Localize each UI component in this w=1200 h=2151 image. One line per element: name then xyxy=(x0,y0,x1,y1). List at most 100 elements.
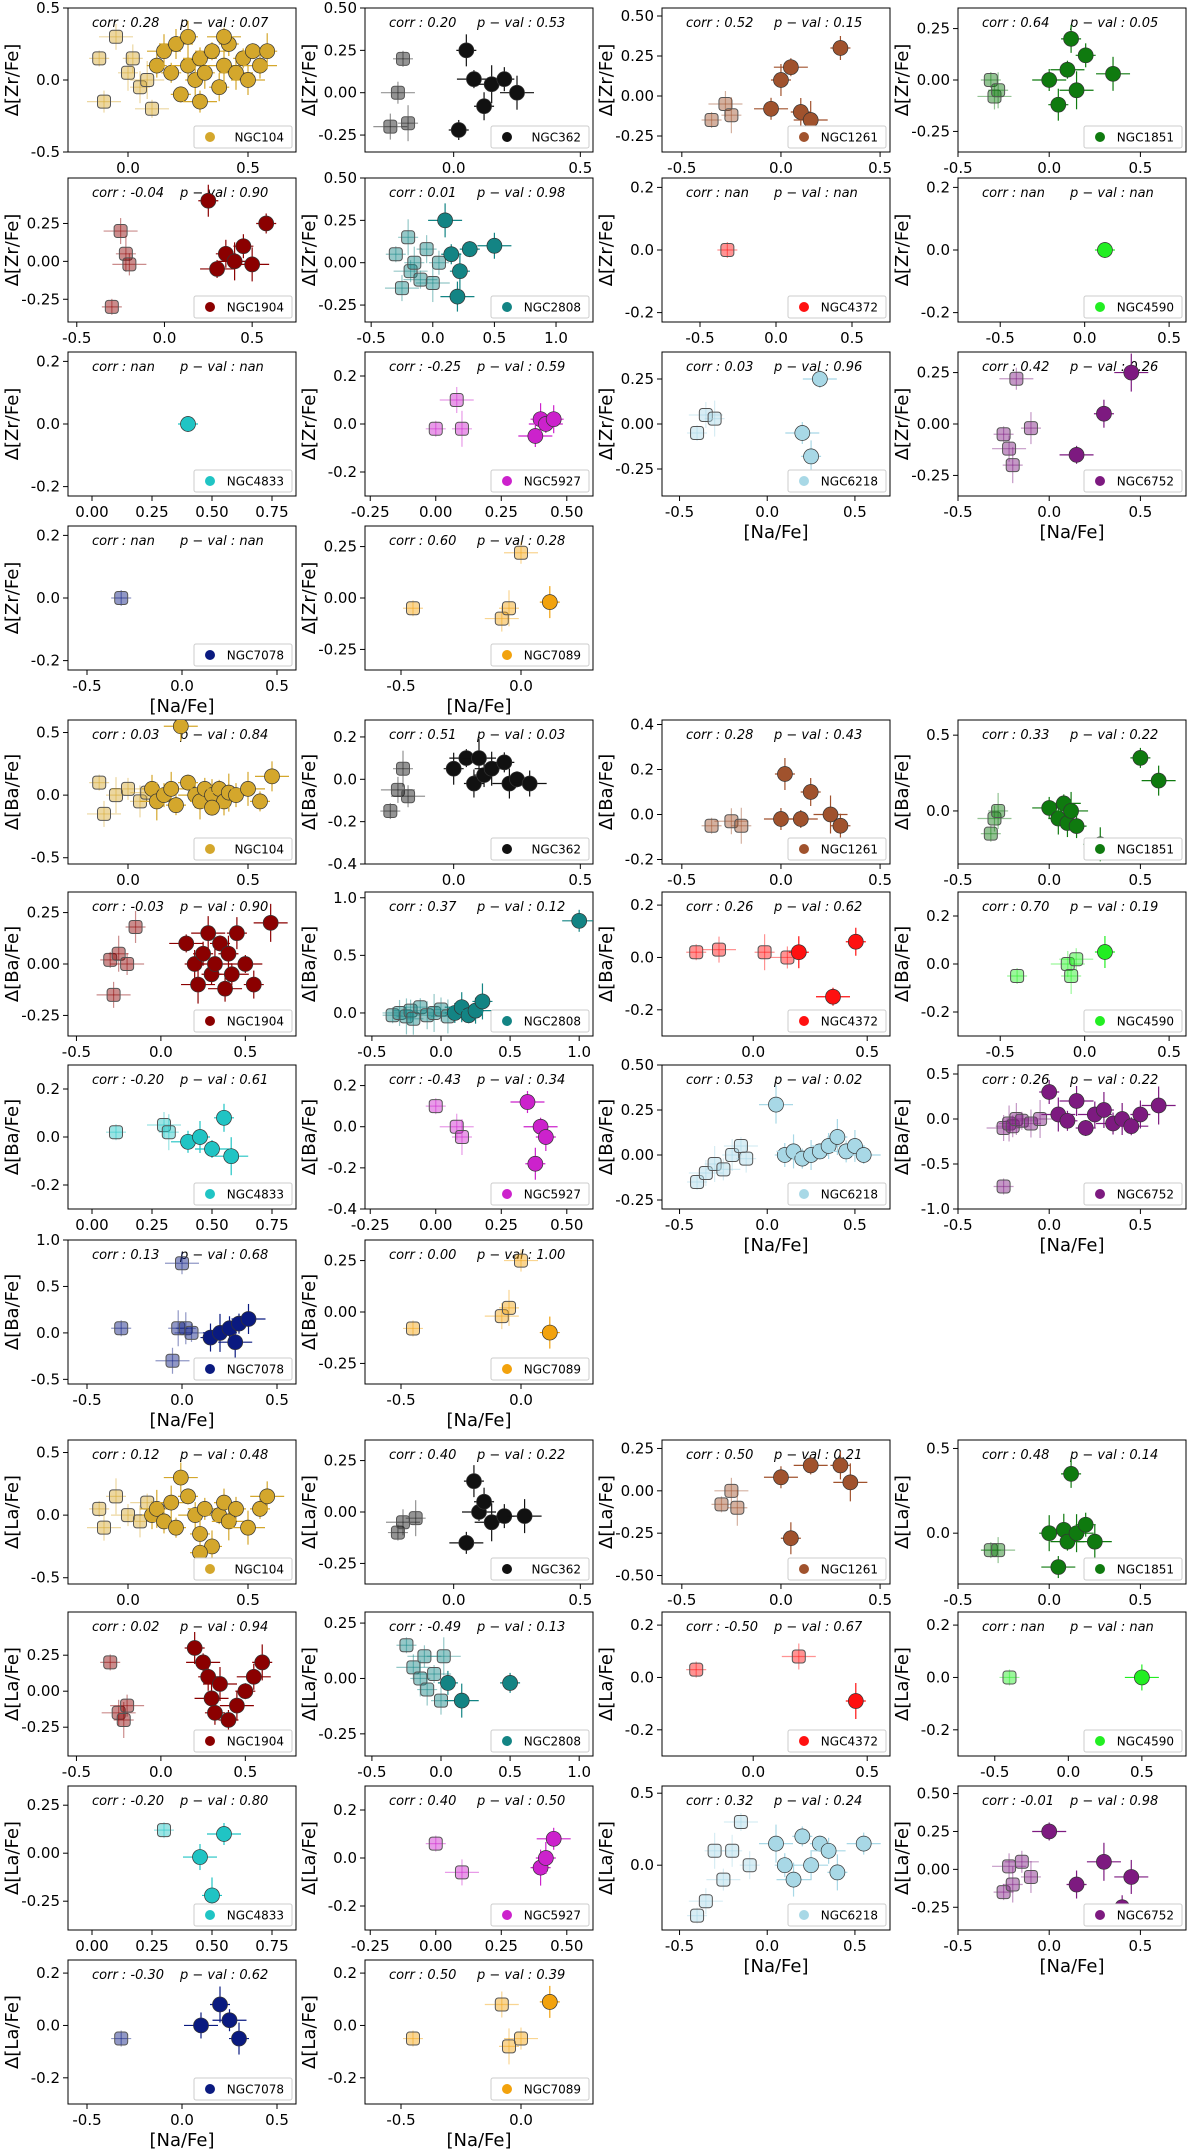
x-tick-label: 0.25 xyxy=(485,503,518,521)
y-axis-label: Δ[Ba/Fe] xyxy=(299,1274,320,1350)
legend-marker xyxy=(205,1910,215,1920)
data-point-second-generation xyxy=(825,988,841,1005)
y-tick-label: 0.00 xyxy=(917,1860,950,1878)
legend-label: NGC5927 xyxy=(524,475,581,489)
legend-label: NGC362 xyxy=(531,843,581,857)
data-point-second-generation xyxy=(1068,818,1085,834)
legend-marker xyxy=(205,650,215,660)
x-tick-label: 0.0 xyxy=(116,871,140,889)
data-point-second-generation xyxy=(168,797,184,813)
y-tick-label: 0.0 xyxy=(333,770,357,788)
y-tick-label: -1.0 xyxy=(921,1200,950,1218)
corr-annotation: corr : 0.26 xyxy=(982,1073,1049,1088)
x-tick-label: -0.5 xyxy=(386,1391,415,1409)
data-point-first-generation xyxy=(690,426,705,440)
panel-zr-ngc6218: -0.5 0.0 0.5 -0.25 0.00 0.25Δ[Zr/Fe] [Na/Fe] co… xyxy=(596,351,891,543)
data-point-second-generation xyxy=(803,448,819,465)
legend-box xyxy=(490,2077,590,2101)
y-tick-label: 0.25 xyxy=(324,1614,357,1632)
data-point-first-generation xyxy=(104,299,119,314)
y-tick-label: -0.25 xyxy=(318,296,357,314)
y-axis-label: Δ[Zr/Fe] xyxy=(596,214,617,287)
x-tick-label: 0.0 xyxy=(429,1763,453,1781)
pval-annotation: p − val : 0.02 xyxy=(773,1073,862,1088)
panel-zr-ngc5927: -0.25 0.00 0.25 0.50 -0.2 0.0 0.2 Δ[Zr/Fe] corr … xyxy=(299,351,594,521)
legend-label: NGC6752 xyxy=(1117,1188,1174,1202)
data-point-first-generation xyxy=(399,1638,414,1653)
y-tick-label: 0.0 xyxy=(36,1506,60,1524)
data-point-second-generation xyxy=(476,1493,492,1510)
y-tick-label: -0.25 xyxy=(318,1554,357,1572)
legend-marker xyxy=(205,844,215,854)
y-tick-label: 0.50 xyxy=(324,0,357,17)
x-tick-label: 0.5 xyxy=(868,1591,892,1609)
y-axis-label: Δ[Ba/Fe] xyxy=(2,1274,23,1350)
x-tick-label: -0.5 xyxy=(386,2111,415,2129)
data-point-first-generation xyxy=(406,601,420,616)
panel-zr-ngc104: 0.0 0.5 -0.5 0.0 0.5 Δ[Zr/Fe] corr : 0.28 p − v… xyxy=(2,0,297,177)
y-tick-label: 0.25 xyxy=(324,1252,357,1270)
legend-box xyxy=(787,469,887,493)
data-point-first-generation xyxy=(109,1489,123,1504)
data-point-second-generation xyxy=(832,40,849,56)
x-tick-label: 0.00 xyxy=(419,1937,452,1955)
legend-marker xyxy=(502,1016,512,1026)
pval-annotation: p − val : 0.13 xyxy=(476,1620,565,1635)
x-tick-label: -0.5 xyxy=(72,2111,101,2129)
plot-frame xyxy=(957,891,1187,1037)
data-point-first-generation xyxy=(420,1682,435,1697)
panel-la-ngc1261: -0.5 0.0 0.5 -0.50 -0.25 0.00 0.25Δ[La/Fe] corr… xyxy=(596,1439,892,1609)
x-tick-label: 0.0 xyxy=(153,329,177,347)
data-point-second-generation xyxy=(541,1324,558,1341)
data-point-second-generation xyxy=(509,84,525,101)
y-axis-label: Δ[Zr/Fe] xyxy=(892,388,913,461)
data-point-first-generation xyxy=(730,1500,745,1515)
panel-zr-ngc4372: -0.5 0.0 0.5 -0.2 0.0 0.2 Δ[Zr/Fe] corr : nan p … xyxy=(596,177,891,347)
data-point-first-generation xyxy=(120,957,135,971)
data-point-second-generation xyxy=(483,1514,500,1531)
data-point-second-generation xyxy=(172,86,189,103)
panel-la-ngc5927: -0.25 0.00 0.25 0.50 -0.2 0.0 0.2 Δ[La/Fe] corr … xyxy=(299,1785,594,1955)
data-point-first-generation xyxy=(413,272,428,287)
data-point-second-generation xyxy=(1068,1093,1085,1109)
y-tick-label: 0.25 xyxy=(27,904,60,922)
data-point-second-generation xyxy=(178,935,195,952)
legend-box xyxy=(1083,1557,1183,1581)
legend-marker xyxy=(502,1564,512,1574)
panel-la-ngc1904: -0.5 0.0 0.5 -0.25 0.00 0.25Δ[La/Fe] corr : 0.… xyxy=(2,1611,297,1781)
data-point-second-generation xyxy=(1086,1533,1103,1550)
scatter-points xyxy=(425,1091,558,1180)
y-axis-label: Δ[Ba/Fe] xyxy=(299,926,320,1002)
pval-annotation: p − val : 0.22 xyxy=(1069,728,1158,743)
pval-annotation: p − val : 0.07 xyxy=(179,16,269,31)
x-tick-label: -0.5 xyxy=(685,329,714,347)
data-point-second-generation xyxy=(252,57,268,74)
y-tick-label: 0.0 xyxy=(926,1524,950,1542)
data-point-second-generation xyxy=(790,944,807,961)
data-point-first-generation xyxy=(454,1130,469,1144)
x-tick-label: 0.0 xyxy=(509,2111,533,2129)
scatter-points xyxy=(87,1462,285,1563)
corr-annotation: corr : 0.33 xyxy=(982,728,1049,743)
y-axis-label: Δ[La/Fe] xyxy=(2,1647,23,1721)
legend-box xyxy=(787,1009,887,1033)
x-tick-label: 0.0 xyxy=(1037,1937,1061,1955)
data-point-first-generation xyxy=(996,427,1011,442)
x-axis-label: [Na/Fe] xyxy=(149,1410,214,1431)
legend-label: NGC4372 xyxy=(821,301,878,315)
data-point-first-generation xyxy=(757,945,772,960)
legend-label: NGC7078 xyxy=(227,1363,284,1377)
y-tick-label: 0.25 xyxy=(324,538,357,556)
y-tick-label: -0.2 xyxy=(328,463,357,481)
data-point-first-generation xyxy=(1014,1854,1029,1869)
x-tick-label: -0.5 xyxy=(72,677,101,695)
y-tick-label: 0.00 xyxy=(621,1482,654,1500)
y-tick-label: 0.5 xyxy=(333,946,357,964)
panel-zr-ngc1261: -0.5 0.0 0.5 -0.25 0.00 0.25 0.50 Δ[Zr/Fe] corr … xyxy=(596,7,892,177)
pval-annotation: p − val : 0.90 xyxy=(179,186,268,201)
legend-box xyxy=(193,1729,293,1753)
data-point-second-generation xyxy=(496,71,513,88)
scatter-points xyxy=(687,370,837,473)
data-point-second-generation xyxy=(204,799,220,816)
legend-box xyxy=(1083,1903,1183,1927)
